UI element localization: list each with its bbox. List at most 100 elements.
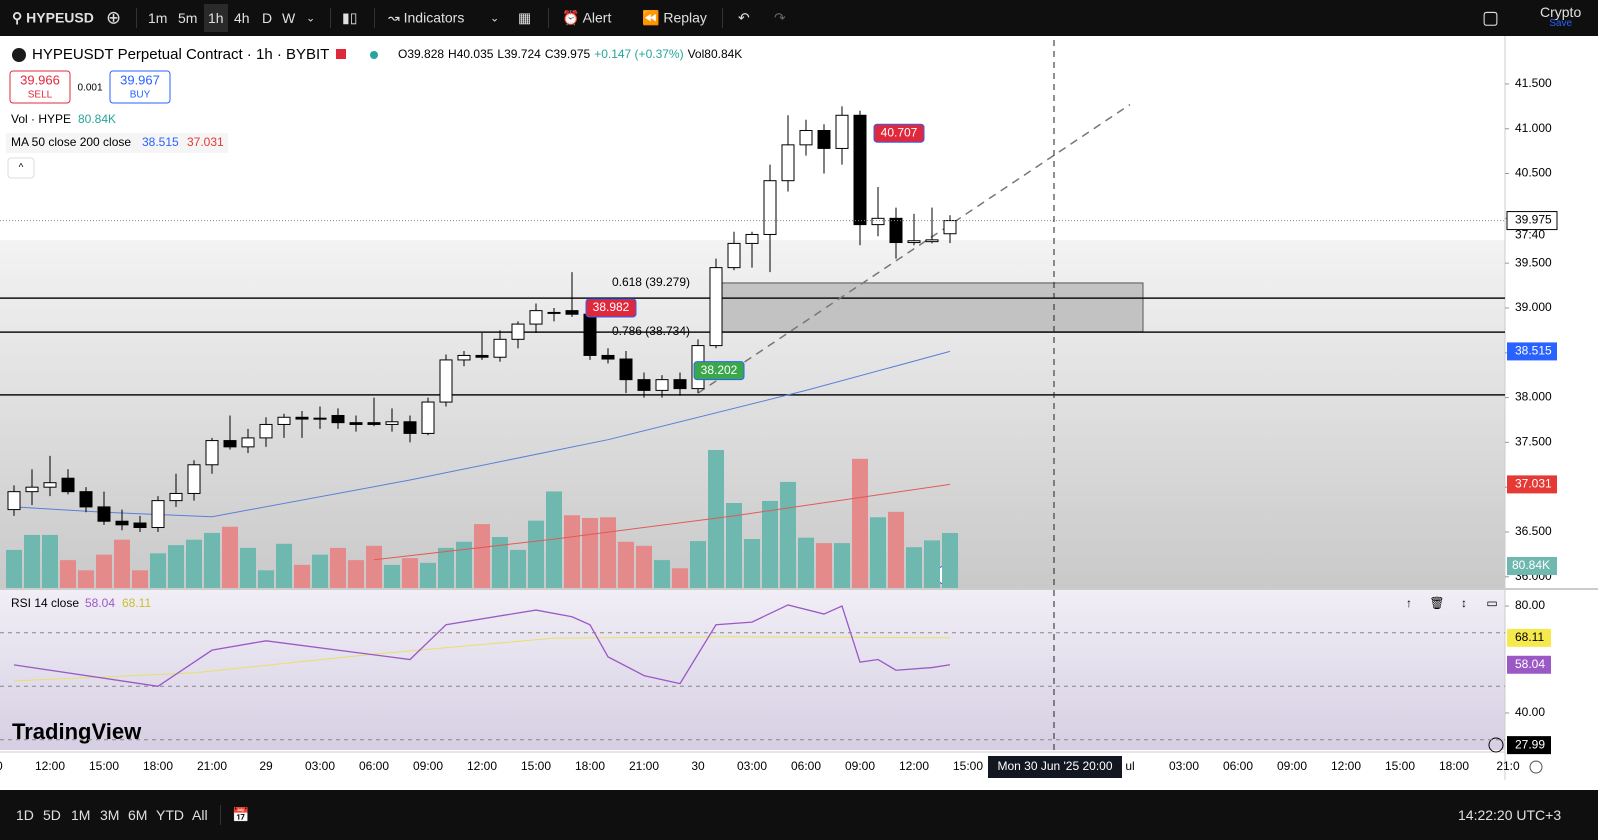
volume-bar — [708, 449, 724, 588]
volume-bar — [24, 534, 40, 588]
undo[interactable]: ↶ — [738, 9, 750, 26]
candle-body — [745, 233, 759, 244]
candle-body — [439, 359, 453, 403]
interval-active[interactable]: 1h — [204, 4, 228, 32]
volume-bar — [546, 491, 562, 588]
interval[interactable]: D — [262, 10, 273, 26]
volume-bar — [402, 558, 418, 588]
rsi-tag — [1507, 628, 1551, 647]
volume-bar — [276, 543, 292, 588]
fullscreen[interactable]: ▢ — [1482, 7, 1500, 28]
clock: 14:22:20 UTC+3 — [1458, 807, 1562, 823]
x-tick-label: 03:00 — [305, 759, 335, 773]
range[interactable]: 1M — [71, 807, 91, 823]
indicators-label[interactable]: Indicators — [403, 9, 465, 26]
separator — [330, 8, 331, 28]
delete-pane[interactable]: 🗑 — [1429, 596, 1444, 610]
volume-bar — [132, 570, 148, 588]
price-callout — [585, 298, 637, 318]
collapse-legend[interactable] — [7, 157, 35, 179]
volume-bar — [888, 511, 904, 588]
volume-bar — [168, 545, 184, 588]
chart-area: HYPEUSDT Perpetual Contract · 1h · BYBIT… — [0, 36, 1598, 790]
chart-type[interactable]: ▮▯ — [342, 9, 358, 26]
interval[interactable]: 4h — [234, 10, 250, 26]
replay-button[interactable]: ⏪ Replay — [642, 9, 707, 26]
volume-bar — [6, 549, 22, 588]
volume-bar — [906, 547, 922, 588]
settings-icon[interactable] — [1529, 760, 1543, 774]
separator — [374, 8, 375, 28]
volume-value: 80.84K — [78, 112, 116, 126]
add-button[interactable] — [1488, 737, 1504, 753]
collapse-pane[interactable]: ↕ — [1461, 596, 1467, 610]
candle-body — [817, 130, 831, 149]
flag[interactable] — [336, 49, 346, 59]
price-tag-label: 38.515 — [1515, 344, 1552, 358]
volume-bar — [438, 547, 454, 588]
range[interactable]: All — [192, 807, 208, 823]
collapse-icon[interactable]: ^ — [19, 163, 24, 174]
rsi-tag — [1507, 655, 1551, 674]
candle-body — [97, 506, 111, 522]
y-tick-label: 36.500 — [1515, 524, 1552, 538]
x-tick-label: 12:00 — [1331, 759, 1361, 773]
symbol-search[interactable]: ⚲ HYPEUSD — [12, 9, 94, 26]
alert-button[interactable]: ⏰ Alert — [562, 9, 612, 26]
redo[interactable]: ↷ — [774, 9, 786, 26]
indicators-button[interactable]: ↝ Indicators — [388, 9, 465, 26]
callout-label: 40.707 — [881, 125, 918, 139]
ohlc-part: C39.975 — [545, 47, 591, 61]
candle-body — [709, 267, 723, 347]
interval[interactable]: 1m — [148, 10, 168, 26]
alert-label[interactable]: Alert — [582, 9, 612, 26]
candle-body — [727, 242, 741, 269]
x-tick-label: 12:00 — [35, 759, 65, 773]
symbol[interactable]: HYPEUSD — [26, 9, 94, 26]
market-status — [370, 51, 378, 59]
move-up[interactable]: ↑ — [1406, 596, 1412, 610]
candle-body — [943, 220, 957, 235]
sell-button[interactable] — [9, 70, 71, 104]
add-symbol[interactable]: ⊕ — [106, 7, 122, 28]
account[interactable]: Crypto Save — [1540, 4, 1582, 30]
sell-price[interactable]: 39.966 — [20, 72, 60, 87]
buy-label[interactable]: BUY — [130, 90, 151, 101]
range[interactable]: 3M — [100, 807, 120, 823]
volume-bar — [492, 537, 508, 588]
price-tag-label: 39.975 — [1515, 213, 1552, 227]
date-range[interactable]: 📅 — [232, 806, 250, 823]
candle-body — [619, 358, 633, 381]
range[interactable]: 6M — [128, 807, 148, 823]
interval[interactable]: 5m — [178, 10, 198, 26]
interval[interactable]: W — [282, 10, 296, 26]
maximize-pane[interactable]: ▭ — [1486, 596, 1497, 610]
layouts[interactable]: ▦ — [518, 9, 532, 26]
rsi-signal-value: 68.11 — [122, 596, 151, 610]
volume-bar — [420, 562, 436, 588]
callout-label: 38.982 — [593, 300, 630, 314]
replay-label[interactable]: Replay — [663, 9, 707, 26]
candle-body — [673, 379, 687, 390]
candle-body — [115, 520, 129, 526]
range[interactable]: 1D — [16, 807, 34, 823]
interval-menu[interactable]: ⌄ — [306, 12, 316, 25]
ma-legend-bg — [6, 133, 228, 153]
buy-price[interactable]: 39.967 — [120, 72, 160, 87]
save[interactable]: Save — [1549, 18, 1573, 29]
range[interactable]: 5D — [43, 807, 61, 823]
account-name[interactable]: Crypto — [1540, 4, 1582, 20]
price-tag — [1506, 211, 1558, 231]
x-tick-label: 12:00 — [467, 759, 497, 773]
rsi-tag-label: 58.04 — [1515, 657, 1545, 671]
indicators-menu[interactable]: ⌄ — [490, 12, 500, 25]
fib-label: 0.618 (39.279) — [612, 275, 690, 289]
candle-body — [565, 310, 579, 315]
sell-label[interactable]: SELL — [28, 90, 53, 101]
rsi-tick-label: 80.00 — [1515, 598, 1545, 612]
range[interactable]: YTD — [156, 807, 184, 823]
volume-bar — [942, 533, 958, 588]
candle-body — [43, 482, 57, 488]
buy-button[interactable] — [109, 70, 171, 104]
candle-body — [835, 114, 849, 149]
